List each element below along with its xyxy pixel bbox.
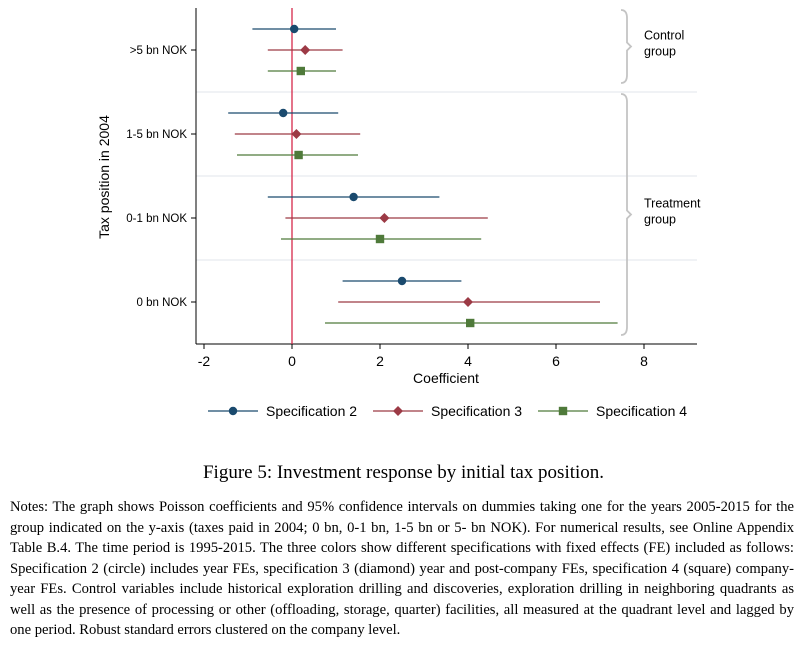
x-tick-label: 2 [376, 353, 384, 369]
y-axis-label: Tax position in 2004 [96, 115, 112, 239]
point-estimate-circle [397, 276, 407, 286]
group-label: group [644, 45, 676, 59]
point-estimate-circle [290, 24, 299, 34]
x-tick-layer: -2 0 2 4 6 8 [198, 344, 648, 369]
y-tick-label: 0 bn NOK [137, 297, 188, 309]
group-bracket [620, 93, 633, 336]
y-tick-label: 0-1 bn NOK [126, 213, 187, 225]
x-tick-label: 0 [288, 353, 296, 369]
legend-label: Specification 4 [596, 403, 687, 419]
group-label: group [644, 213, 676, 227]
figure-notes: Notes: The graph shows Poisson coefficie… [10, 499, 794, 638]
legend-marker-diamond [393, 406, 403, 416]
x-tick-label: 6 [552, 353, 560, 369]
legend-marker-circle [228, 406, 238, 416]
point-estimate-square [296, 66, 305, 76]
marker-layer [279, 24, 475, 328]
legend: Specification 2 Specification 3 Specificat… [208, 403, 687, 419]
group-bracket-layer: Control group Treatment group [620, 9, 701, 336]
point-estimate-square [466, 318, 475, 328]
point-estimate-diamond [291, 129, 302, 139]
y-tick-layer: >5 bn NOK 1-5 bn NOK 0-1 bn NOK 0 bn NOK [126, 45, 196, 309]
group-bracket [620, 9, 633, 84]
x-tick-label: -2 [198, 353, 211, 369]
point-estimate-circle [279, 108, 288, 118]
point-estimate-diamond [463, 297, 473, 307]
point-estimate-diamond [379, 213, 390, 223]
group-label: Treatment [644, 197, 701, 211]
y-tick-label: >5 bn NOK [130, 45, 188, 57]
x-tick-label: 4 [464, 353, 472, 369]
y-tick-label: 1-5 bn NOK [126, 129, 187, 141]
x-tick-label: 8 [640, 353, 648, 369]
legend-label: Specification 3 [431, 403, 522, 419]
point-estimate-diamond [300, 45, 311, 55]
point-estimate-square [375, 234, 385, 244]
coefficient-plot: >5 bn NOK 1-5 bn NOK 0-1 bn NOK 0 bn NOK -2… [96, 8, 701, 419]
figure-caption: Figure 5: Investment response by initial… [202, 462, 605, 483]
x-axis-label: Coefficient [413, 370, 479, 386]
legend-marker-square [558, 406, 568, 416]
point-estimate-circle [349, 192, 358, 202]
grid-layer [196, 91, 697, 261]
point-estimate-square [294, 150, 303, 160]
group-label: Control [644, 29, 684, 43]
legend-label: Specification 2 [266, 403, 357, 419]
